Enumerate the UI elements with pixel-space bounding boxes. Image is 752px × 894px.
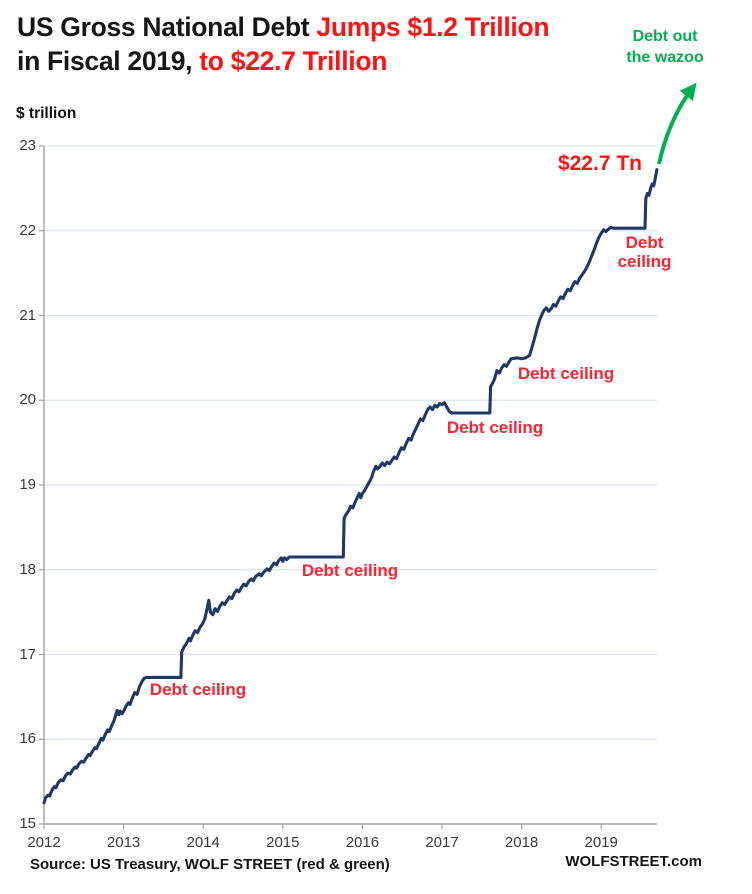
wazoo-line1: Debt out xyxy=(632,28,698,45)
title-black-2: in Fiscal 2019, xyxy=(17,46,200,76)
peak-value-label: $22.7 Tn xyxy=(557,152,642,175)
x-tick-label: 2019 xyxy=(584,834,618,851)
debt-series-line xyxy=(42,168,659,805)
y-tick-label: 20 xyxy=(19,391,36,409)
x-tick-label: 2012 xyxy=(27,834,61,851)
debt-ceiling-label-2018: Debt ceiling xyxy=(517,364,615,383)
y-tick-label: 17 xyxy=(19,645,36,663)
wazoo-annotation: Debt out the wazoo xyxy=(608,26,722,68)
chart-title-line1: US Gross National Debt Jumps $1.2 Trilli… xyxy=(17,10,617,44)
debt-ceiling-2019-line1: Debt xyxy=(625,233,664,252)
debt-ceiling-label-2015: Debt ceiling xyxy=(301,561,399,580)
x-tick-label: 2014 xyxy=(186,834,220,851)
y-axis-unit-label: $ trillion xyxy=(16,105,77,122)
wazoo-arrow-icon xyxy=(657,82,697,165)
x-tick-label: 2015 xyxy=(266,834,300,851)
title-black-1: US Gross National Debt xyxy=(17,12,317,42)
y-tick-label: 18 xyxy=(19,560,36,578)
title-red-1: Jumps $1.2 Trillion xyxy=(316,12,550,42)
wolfstreet-watermark: WOLFSTREET.com xyxy=(565,853,702,870)
y-tick-label: 19 xyxy=(19,476,36,493)
source-credit: Source: US Treasury, WOLF STREET (red & … xyxy=(30,856,390,873)
x-tick-label: 2013 xyxy=(106,834,141,851)
axis-ticks xyxy=(39,145,602,829)
y-tick-label: 16 xyxy=(19,730,36,748)
chart-title: US Gross National Debt Jumps $1.2 Trilli… xyxy=(17,10,617,78)
x-tick-label: 2016 xyxy=(345,834,380,851)
wazoo-line2: the wazoo xyxy=(626,49,704,66)
x-tick-label: 2017 xyxy=(425,834,459,851)
gridlines xyxy=(44,145,657,740)
debt-ceiling-2019-line2: ceiling xyxy=(617,252,672,271)
chart-title-line2: in Fiscal 2019, to $22.7 Trillion xyxy=(17,44,617,78)
debt-ceiling-label-2019: Debt ceiling xyxy=(597,233,692,271)
debt-ceiling-label-2013: Debt ceiling xyxy=(149,680,247,699)
title-red-2: to $22.7 Trillion xyxy=(199,46,388,76)
y-tick-label: 15 xyxy=(19,815,36,832)
y-tick-label: 21 xyxy=(19,306,36,324)
y-tick-label: 22 xyxy=(19,221,36,239)
x-tick-label: 2018 xyxy=(504,834,539,851)
debt-ceiling-label-2017: Debt ceiling xyxy=(446,418,544,437)
y-tick-label: 23 xyxy=(19,137,36,154)
